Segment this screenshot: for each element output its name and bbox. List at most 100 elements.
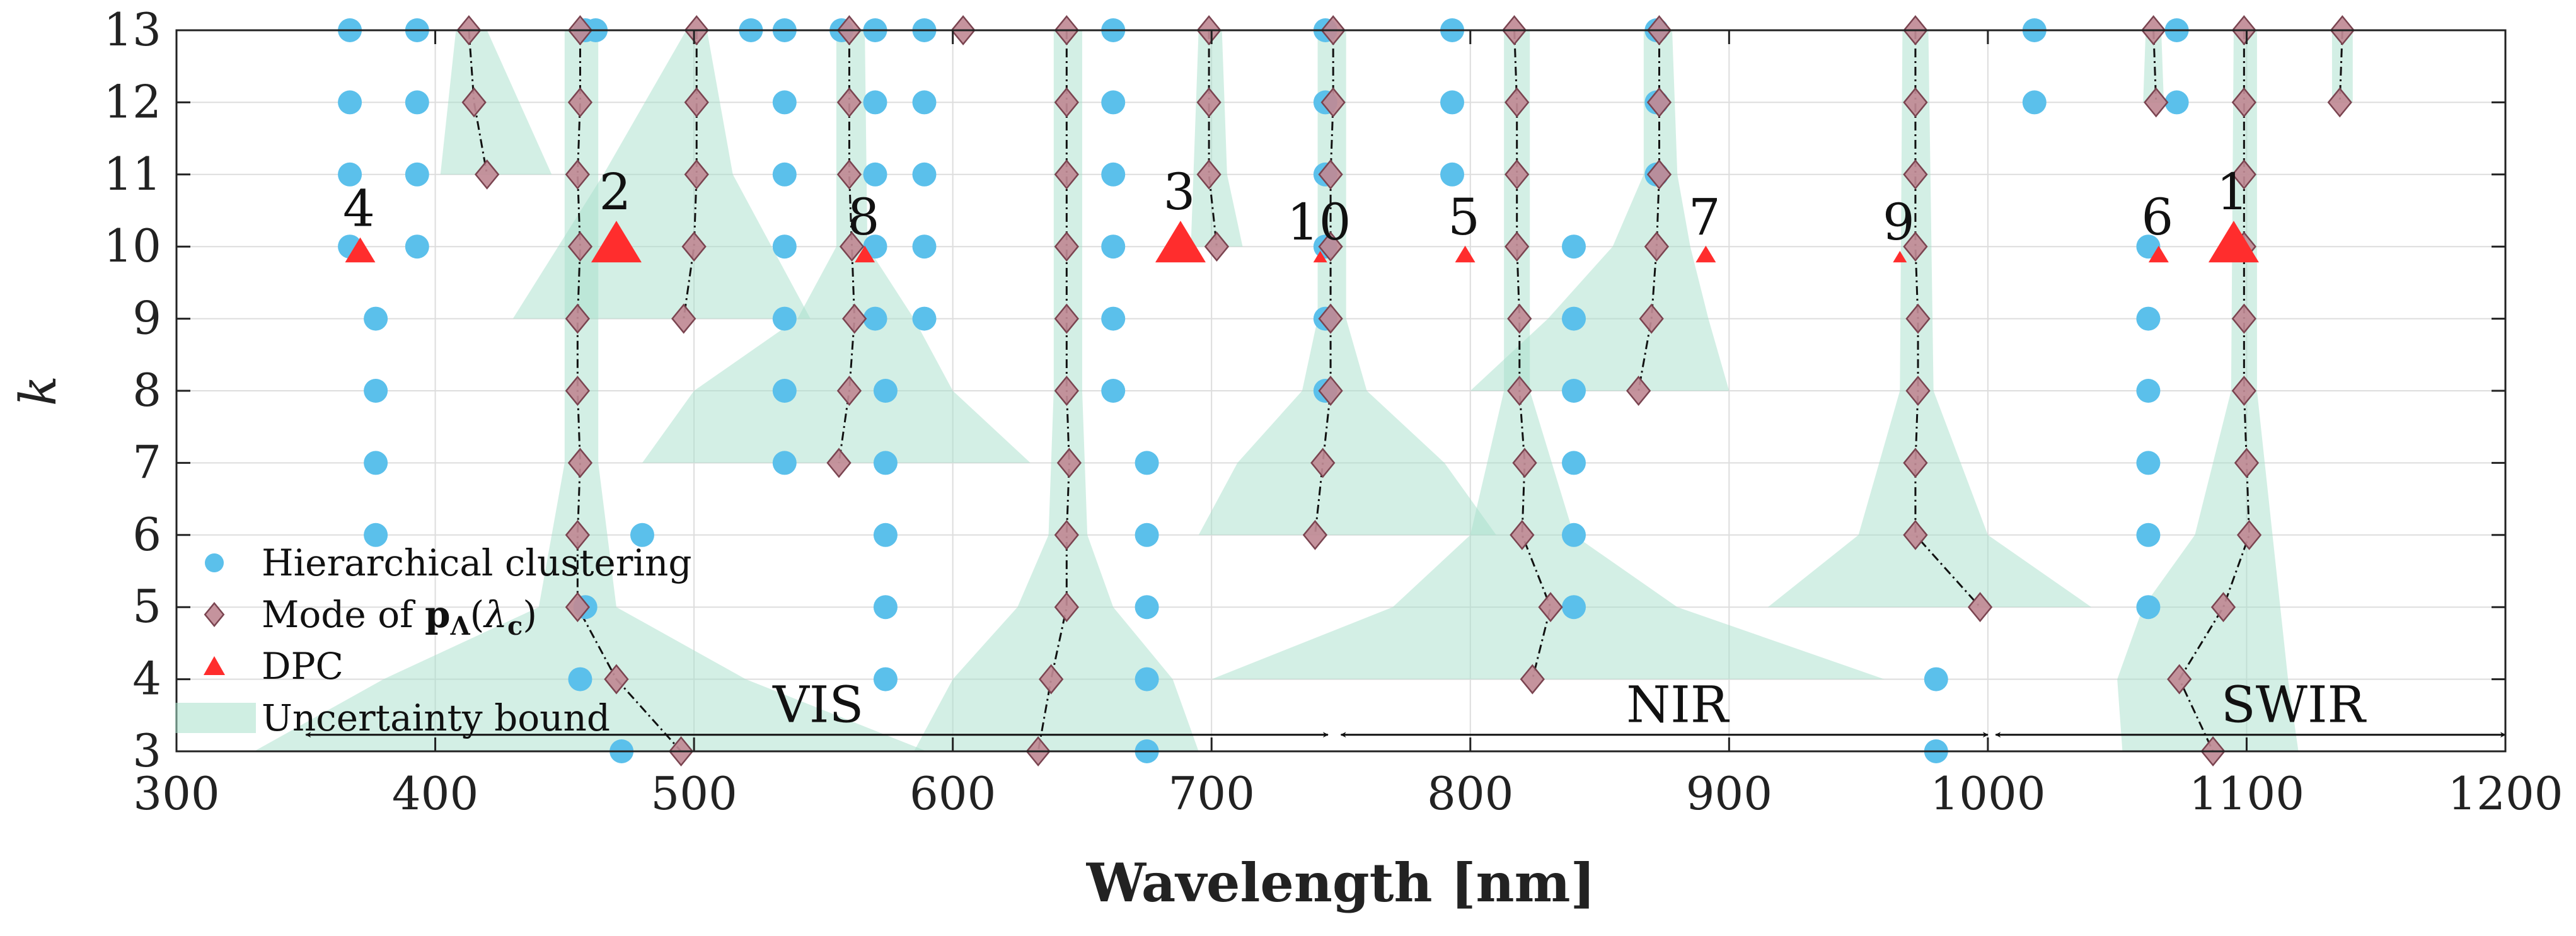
hier-point — [1135, 451, 1159, 475]
legend-label-dpc: DPC — [262, 645, 344, 688]
dpc-triangle — [1695, 245, 1716, 263]
mode-point — [1507, 376, 1532, 406]
mode-point — [2231, 376, 2256, 406]
uncertainty-band — [642, 30, 1031, 463]
dpc-label: 7 — [1689, 188, 1721, 246]
uncertainty-band — [440, 30, 552, 175]
mode-point — [1644, 231, 1670, 262]
y-tick-label: 11 — [103, 147, 161, 200]
mode-point — [836, 159, 862, 190]
mode-point — [565, 303, 591, 334]
mode-point — [826, 448, 852, 478]
mode-point — [1903, 231, 1928, 262]
uncertainty-band — [2117, 30, 2299, 751]
dpc-points: 1 2 3 4 5 6 7 8 9 10 — [343, 163, 2259, 263]
mode-point — [836, 376, 862, 406]
y-axis-label: k — [9, 376, 67, 406]
mode-point — [1320, 87, 1346, 118]
hier-point — [364, 306, 388, 331]
legend-label-unc: Uncertainty bound — [262, 696, 610, 739]
hier-point — [1101, 379, 1126, 403]
hier-point — [873, 523, 898, 547]
mode-point — [1967, 592, 1993, 623]
hier-point — [1562, 595, 1586, 620]
band-label: NIR — [1626, 676, 1730, 734]
mode-point — [1054, 159, 1079, 190]
x-tick-label: 400 — [392, 767, 478, 820]
mode-point — [1196, 159, 1222, 190]
band-label: VIS — [772, 676, 863, 734]
hier-point — [873, 667, 898, 691]
mode-point — [1039, 664, 1064, 695]
mode-point — [1204, 231, 1230, 262]
dpc-label: 4 — [343, 180, 375, 238]
hier-point — [630, 523, 654, 547]
dpc-label: 10 — [1287, 193, 1351, 251]
mode-point — [681, 231, 707, 262]
uncertainty-band — [2143, 30, 2164, 103]
mode-point — [1056, 448, 1082, 478]
legend-uncertainty-symbol — [175, 703, 256, 733]
mode-point — [1054, 87, 1079, 118]
mode-point — [1318, 159, 1343, 190]
mode-point — [1512, 448, 1537, 478]
hier-point — [1562, 306, 1586, 331]
mode-point — [565, 519, 591, 550]
mode-point — [1510, 519, 1535, 550]
hier-point — [2136, 451, 2161, 475]
uncertainty-band — [1191, 30, 1243, 247]
mode-point — [671, 303, 696, 334]
hier-point — [338, 162, 362, 187]
mode-point — [1639, 303, 1664, 334]
mode-point — [1905, 303, 1931, 334]
mode-point — [567, 87, 593, 118]
mode-point — [2231, 87, 2256, 118]
mode-point — [1905, 376, 1931, 406]
hier-point — [2136, 234, 2161, 259]
mode-point — [2327, 87, 2352, 118]
mode-point — [1054, 376, 1079, 406]
mode-point — [684, 159, 709, 190]
mode-point — [2167, 664, 2192, 695]
mode-point — [2231, 159, 2256, 190]
y-tick-label: 5 — [132, 580, 161, 633]
axes: 300 400 500 600 700 800 900 1000 1100 1200 3 4 5 6 7 8 9… — [9, 3, 2563, 914]
hier-point — [1135, 667, 1159, 691]
mode-point — [2231, 303, 2256, 334]
mode-point — [1054, 519, 1079, 550]
mode-point — [1318, 303, 1343, 334]
mode-point — [1505, 159, 1530, 190]
hier-point — [2136, 523, 2161, 547]
uncertainty-band — [2331, 30, 2353, 103]
mode-series-line — [468, 30, 488, 175]
hier-point — [912, 234, 937, 259]
mode-point — [684, 87, 709, 118]
dpc-label: 9 — [1883, 193, 1915, 251]
dpc-label: 6 — [2141, 188, 2173, 246]
y-tick-label: 10 — [103, 219, 161, 272]
hier-point — [1135, 523, 1159, 547]
x-tick-label: 1100 — [2189, 767, 2304, 820]
hier-point — [772, 306, 797, 331]
legend: Hierarchical clustering Mode of pΛ(λc)DPC… — [175, 541, 691, 739]
hier-point — [2136, 306, 2161, 331]
mode-point — [841, 303, 867, 334]
hier-point — [1440, 90, 1465, 115]
mode-point — [1318, 376, 1343, 406]
hier-point — [863, 306, 887, 331]
mode-point — [567, 448, 593, 478]
mode-point — [1318, 231, 1343, 262]
dpc-triangle — [1893, 251, 1907, 263]
legend-dpc-symbol — [204, 656, 225, 675]
hier-point — [405, 234, 429, 259]
x-tick-label: 600 — [910, 767, 996, 820]
mode-point — [1054, 592, 1079, 623]
uncertainty-band — [1211, 30, 1885, 679]
mode-point — [1538, 592, 1563, 623]
mode-point — [2144, 87, 2169, 118]
hier-point — [1101, 234, 1126, 259]
hier-point — [1924, 667, 1948, 691]
y-tick-label: 8 — [132, 364, 161, 417]
hier-point — [2136, 379, 2161, 403]
